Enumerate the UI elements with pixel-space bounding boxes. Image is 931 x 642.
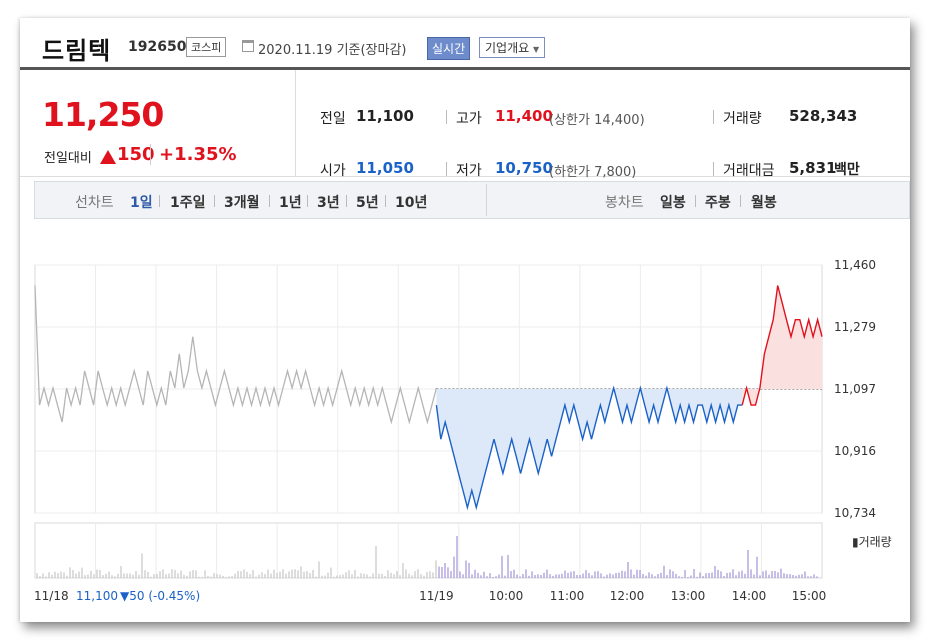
market-badge: 코스피 bbox=[186, 37, 227, 57]
chart-tabs: 선차트 1일 1주일 3개월 1년 3년 5년 10년 봉차트 일봉 주봉 월봉 bbox=[34, 181, 910, 219]
chart-labels: 11,460 11,279 11,097 10,916 10,734 ▮거래량 11/19 1… bbox=[34, 258, 892, 603]
chevron-down-icon: ▼ bbox=[533, 45, 540, 54]
stock-code: 192650 bbox=[128, 39, 187, 55]
tab-3y[interactable]: 3년 bbox=[317, 195, 340, 211]
x-tick-label: 15:00 bbox=[792, 589, 827, 603]
divider bbox=[713, 110, 714, 124]
tab-weekly-candle[interactable]: 주봉 bbox=[705, 195, 731, 211]
divider bbox=[214, 195, 215, 207]
x-tick-label: 11:00 bbox=[550, 589, 585, 603]
divider bbox=[346, 195, 347, 207]
price-change: 150 bbox=[117, 144, 155, 165]
volume-value: 528,343 bbox=[789, 107, 858, 125]
high-value: 11,400 bbox=[495, 107, 553, 125]
prev-close-label: 전일 bbox=[320, 111, 346, 127]
lower-limit: (하한가 7,800) bbox=[549, 165, 637, 180]
line-chart-label: 선차트 bbox=[75, 195, 114, 211]
y-tick-label: 11,279 bbox=[834, 320, 876, 334]
stock-name[interactable]: 드림텍 bbox=[42, 37, 112, 65]
volume-legend: ▮거래량 bbox=[852, 535, 892, 549]
divider bbox=[695, 195, 696, 207]
divider bbox=[307, 195, 308, 207]
trading-amount-unit: 백만 bbox=[834, 162, 860, 178]
x-tick-label: 11/19 bbox=[419, 589, 454, 603]
volume-label: 거래량 bbox=[723, 111, 762, 127]
footer-prev-date: 11/18 bbox=[34, 589, 69, 603]
chart-series bbox=[34, 285, 823, 511]
footer-prev-value: 11,100 bbox=[76, 589, 118, 603]
stock-header: 드림텍 192650 코스피 2020.11.19 기준(장마감) 실시간 기업… bbox=[20, 18, 910, 70]
realtime-button[interactable]: 실시간 bbox=[427, 37, 471, 60]
y-tick-label: 10,916 bbox=[834, 444, 876, 458]
x-tick-label: 10:00 bbox=[489, 589, 524, 603]
divider bbox=[159, 195, 160, 207]
company-overview-dropdown[interactable]: 기업개요 ▼ bbox=[479, 37, 546, 58]
y-tick-label: 10,734 bbox=[834, 506, 876, 520]
trading-amount-value: 5,831 bbox=[789, 159, 837, 177]
today-down-area bbox=[436, 388, 743, 508]
y-tick-label: 11,460 bbox=[834, 258, 876, 272]
company-overview-label: 기업개요 bbox=[485, 41, 530, 55]
tab-3m[interactable]: 3개월 bbox=[224, 195, 260, 211]
low-label: 저가 bbox=[456, 163, 482, 179]
up-triangle-icon bbox=[100, 150, 116, 164]
divider bbox=[446, 110, 447, 124]
open-label: 시가 bbox=[320, 163, 346, 179]
price-box: 11,250 전일대비 150 +1.35% bbox=[20, 70, 296, 177]
volume-frame bbox=[34, 522, 823, 579]
upper-limit: (상한가 14,400) bbox=[549, 113, 645, 128]
divider bbox=[740, 195, 741, 207]
tab-1y[interactable]: 1년 bbox=[279, 195, 302, 211]
low-value: 10,750 bbox=[495, 159, 553, 177]
prev-close-value: 11,100 bbox=[356, 107, 414, 125]
tab-1w[interactable]: 1주일 bbox=[170, 195, 206, 211]
divider bbox=[385, 195, 386, 207]
volume-bars bbox=[36, 536, 818, 578]
stats-panel: 전일 11,100 고가 11,400 (상한가 14,400) 거래량 528… bbox=[296, 70, 910, 180]
price-chart[interactable]: 11,460 11,279 11,097 10,916 10,734 ▮거래량 11/19 1… bbox=[20, 18, 910, 622]
today-up-line bbox=[741, 285, 823, 406]
x-tick-label: 13:00 bbox=[671, 589, 706, 603]
stock-widget: 드림텍 192650 코스피 2020.11.19 기준(장마감) 실시간 기업… bbox=[20, 18, 910, 622]
tab-1d[interactable]: 1일 bbox=[130, 195, 153, 211]
divider bbox=[269, 195, 270, 207]
tab-10y[interactable]: 10년 bbox=[395, 195, 428, 211]
divider bbox=[486, 184, 487, 216]
today-down-line bbox=[435, 385, 743, 511]
divider bbox=[713, 162, 714, 176]
tab-daily-candle[interactable]: 일봉 bbox=[660, 195, 686, 211]
candle-chart-label: 봉차트 bbox=[605, 195, 644, 211]
current-price: 11,250 bbox=[42, 95, 164, 134]
tab-monthly-candle[interactable]: 월봉 bbox=[751, 195, 777, 211]
chart-grid bbox=[34, 264, 823, 579]
trading-amount-label: 거래대금 bbox=[723, 163, 775, 179]
high-label: 고가 bbox=[456, 111, 482, 127]
x-tick-label: 12:00 bbox=[610, 589, 645, 603]
prev-day-line bbox=[34, 285, 438, 425]
y-tick-label: 11,097 bbox=[834, 382, 876, 396]
open-value: 11,050 bbox=[356, 159, 414, 177]
footer-prev-change: ▼50 (-0.45%) bbox=[120, 589, 200, 603]
reference-date: 2020.11.19 기준(장마감) bbox=[258, 43, 407, 58]
x-tick-label: 14:00 bbox=[732, 589, 767, 603]
tab-5y[interactable]: 5년 bbox=[356, 195, 379, 211]
divider bbox=[446, 162, 447, 176]
price-change-percent: +1.35% bbox=[150, 144, 237, 165]
change-label: 전일대비 bbox=[44, 151, 92, 166]
calendar-icon bbox=[242, 40, 254, 52]
